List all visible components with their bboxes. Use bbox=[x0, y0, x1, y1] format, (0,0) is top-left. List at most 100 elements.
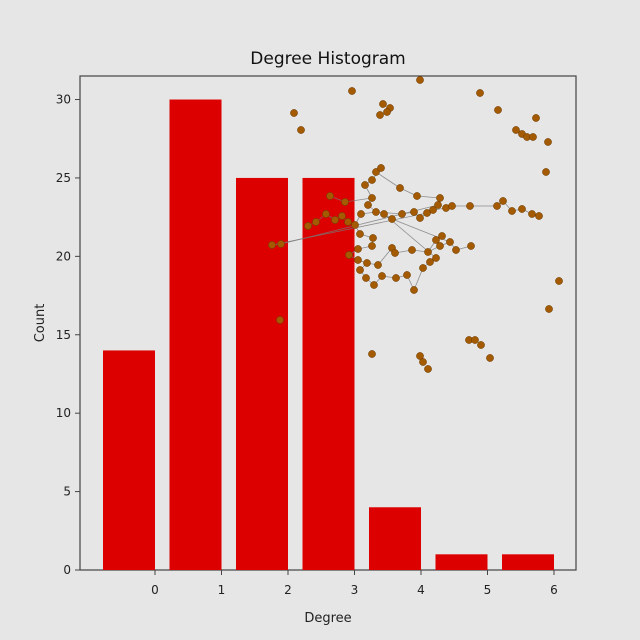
network-node bbox=[438, 232, 446, 240]
network-node bbox=[477, 341, 485, 349]
y-tick-label: 25 bbox=[56, 171, 71, 185]
y-tick-label: 15 bbox=[56, 328, 71, 342]
network-node bbox=[424, 365, 432, 373]
network-node bbox=[544, 138, 552, 146]
x-tick-label: 1 bbox=[218, 583, 226, 597]
network-node bbox=[410, 286, 418, 294]
network-node bbox=[391, 249, 399, 257]
network-node bbox=[377, 164, 385, 172]
network-node bbox=[499, 197, 507, 205]
network-node bbox=[416, 214, 424, 222]
network-node bbox=[508, 207, 516, 215]
network-node bbox=[410, 208, 418, 216]
network-node bbox=[416, 76, 424, 84]
network-node bbox=[326, 192, 334, 200]
network-node bbox=[341, 198, 349, 206]
network-node bbox=[392, 274, 400, 282]
network-node bbox=[357, 210, 365, 218]
network-node bbox=[312, 218, 320, 226]
network-node bbox=[408, 246, 416, 254]
network-node bbox=[370, 281, 378, 289]
network-node bbox=[379, 100, 387, 108]
network-node bbox=[322, 210, 330, 218]
network-node bbox=[493, 202, 501, 210]
network-node bbox=[304, 222, 312, 230]
network-node bbox=[348, 87, 356, 95]
network-node bbox=[396, 184, 404, 192]
y-tick-label: 0 bbox=[63, 563, 71, 577]
network-node bbox=[466, 202, 474, 210]
network-edge bbox=[344, 197, 373, 203]
network-node bbox=[419, 358, 427, 366]
network-node bbox=[476, 89, 484, 97]
network-edge bbox=[375, 211, 403, 215]
network-node bbox=[374, 261, 382, 269]
network-node bbox=[555, 277, 563, 285]
network-node bbox=[432, 254, 440, 262]
network-node bbox=[419, 264, 427, 272]
network-node bbox=[398, 210, 406, 218]
network-node bbox=[518, 205, 526, 213]
network-node bbox=[424, 248, 432, 256]
network-node bbox=[368, 242, 376, 250]
network-node bbox=[344, 218, 352, 226]
bar-5 bbox=[435, 554, 488, 570]
network-node bbox=[446, 238, 454, 246]
network-node bbox=[512, 126, 520, 134]
network-node bbox=[276, 316, 284, 324]
network-node bbox=[426, 258, 434, 266]
network-node bbox=[378, 272, 386, 280]
network-node bbox=[277, 240, 285, 248]
network-node bbox=[467, 242, 475, 250]
network-edge bbox=[413, 267, 424, 291]
x-tick-label: 0 bbox=[151, 583, 159, 597]
network-node bbox=[354, 245, 362, 253]
network-node bbox=[290, 109, 298, 117]
network-node bbox=[432, 236, 440, 244]
network-node bbox=[486, 354, 494, 362]
bar-1 bbox=[169, 99, 222, 571]
chart-title: Degree Histogram bbox=[250, 49, 405, 69]
network-edge bbox=[375, 171, 401, 189]
network-node bbox=[532, 114, 540, 122]
x-tick-label: 4 bbox=[417, 583, 425, 597]
network-node bbox=[448, 202, 456, 210]
bar-6 bbox=[502, 554, 554, 570]
network-node bbox=[351, 221, 359, 229]
network-node bbox=[345, 251, 353, 259]
network-node bbox=[528, 210, 536, 218]
network-node bbox=[368, 176, 376, 184]
network-node bbox=[436, 242, 444, 250]
y-axis-label: Count bbox=[33, 304, 48, 343]
network-inset bbox=[268, 76, 563, 373]
network-node bbox=[354, 256, 362, 264]
network-node bbox=[535, 212, 543, 220]
network-node bbox=[545, 305, 553, 313]
y-tick-label: 30 bbox=[56, 93, 71, 107]
bar-3 bbox=[302, 177, 355, 570]
network-node bbox=[372, 168, 380, 176]
network-node bbox=[362, 274, 370, 282]
network-node bbox=[434, 201, 442, 209]
network-node bbox=[452, 246, 460, 254]
network-node bbox=[423, 209, 431, 217]
x-axis-label: Degree bbox=[304, 611, 351, 626]
x-tick-label: 3 bbox=[351, 583, 359, 597]
network-node bbox=[363, 259, 371, 267]
network-node bbox=[369, 234, 377, 242]
network-node bbox=[413, 192, 421, 200]
network-node bbox=[388, 215, 396, 223]
y-tick-label: 5 bbox=[63, 485, 71, 499]
bars-group bbox=[103, 99, 554, 571]
y-tick-label: 10 bbox=[56, 406, 71, 420]
network-node bbox=[436, 194, 444, 202]
network-node bbox=[356, 230, 364, 238]
network-node bbox=[471, 336, 479, 344]
bar-4 bbox=[369, 507, 421, 570]
x-axis-ticks: 0 1 2 3 4 5 6 bbox=[151, 570, 558, 597]
network-node bbox=[368, 350, 376, 358]
network-node bbox=[494, 106, 502, 114]
network-node bbox=[380, 210, 388, 218]
network-node bbox=[368, 194, 376, 202]
